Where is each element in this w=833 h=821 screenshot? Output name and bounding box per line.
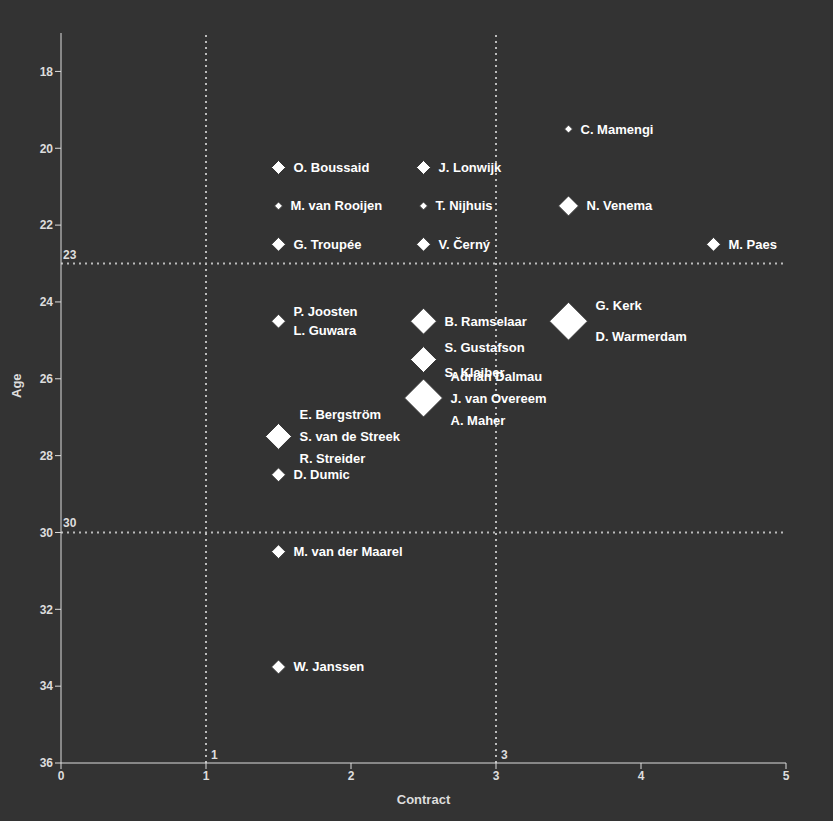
svg-text:N. Venema: N. Venema [587, 198, 654, 213]
svg-text:D. Dumic: D. Dumic [294, 467, 350, 482]
svg-text:23: 23 [63, 248, 77, 262]
svg-text:24: 24 [40, 295, 54, 309]
svg-text:22: 22 [40, 218, 54, 232]
svg-text:3: 3 [501, 748, 508, 762]
svg-text:2: 2 [348, 769, 355, 783]
svg-text:20: 20 [40, 142, 54, 156]
svg-text:T. Nijhuis: T. Nijhuis [436, 198, 493, 213]
svg-text:4: 4 [638, 769, 645, 783]
svg-text:G. Troupée: G. Troupée [294, 237, 362, 252]
svg-text:Age: Age [9, 373, 24, 398]
svg-text:L. Guwara: L. Guwara [294, 323, 358, 338]
svg-text:28: 28 [40, 449, 54, 463]
svg-text:5: 5 [783, 769, 790, 783]
svg-text:C. Mamengi: C. Mamengi [581, 122, 654, 137]
svg-text:1: 1 [203, 769, 210, 783]
svg-text:3: 3 [493, 769, 500, 783]
svg-text:J. Lonwijk: J. Lonwijk [439, 160, 503, 175]
svg-text:0: 0 [58, 769, 65, 783]
svg-text:M. van der Maarel: M. van der Maarel [294, 544, 403, 559]
svg-text:V. Černý: V. Černý [439, 237, 491, 252]
svg-text:B. Ramselaar: B. Ramselaar [445, 314, 527, 329]
svg-text:30: 30 [63, 516, 77, 530]
svg-text:G. Kerk: G. Kerk [596, 298, 643, 313]
svg-text:M. Paes: M. Paes [729, 237, 777, 252]
svg-text:M. van Rooijen: M. van Rooijen [291, 198, 383, 213]
svg-text:36: 36 [40, 756, 54, 770]
svg-text:J. van Overeem: J. van Overeem [451, 391, 547, 406]
svg-text:R. Streider: R. Streider [300, 451, 366, 466]
svg-text:P. Joosten: P. Joosten [294, 304, 358, 319]
svg-text:1: 1 [211, 748, 218, 762]
svg-text:30: 30 [40, 526, 54, 540]
svg-text:Adrián Dalmau: Adrián Dalmau [451, 369, 543, 384]
svg-text:O. Boussaid: O. Boussaid [294, 160, 370, 175]
svg-text:D. Warmerdam: D. Warmerdam [596, 329, 687, 344]
svg-text:32: 32 [40, 603, 54, 617]
svg-text:E. Bergström: E. Bergström [300, 407, 382, 422]
svg-text:26: 26 [40, 372, 54, 386]
svg-text:Contract: Contract [397, 792, 451, 807]
svg-text:34: 34 [40, 679, 54, 693]
svg-text:S. van de Streek: S. van de Streek [300, 429, 401, 444]
svg-text:A. Maher: A. Maher [451, 413, 506, 428]
svg-text:18: 18 [40, 65, 54, 79]
svg-text:S. Gustafson: S. Gustafson [445, 340, 525, 355]
svg-text:W. Janssen: W. Janssen [294, 659, 365, 674]
